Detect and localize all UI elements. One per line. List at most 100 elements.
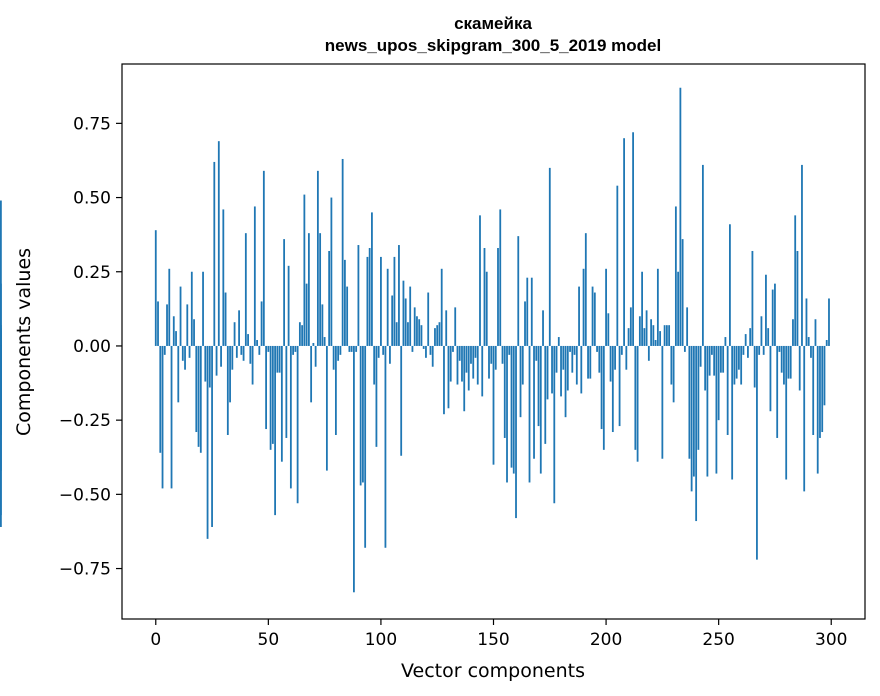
bar-undefined [0,200,2,346]
bar-180 [560,345,562,397]
bar-3 [161,345,164,489]
bar-130 [447,345,450,409]
bar-27 [215,345,218,376]
bar-61 [292,345,295,355]
bar-254 [726,345,729,435]
bar-16 [190,271,193,346]
bar-218 [645,310,648,346]
bar-258 [735,345,738,379]
bar-127 [440,268,443,346]
bar-189 [580,345,583,394]
bar-169 [535,345,538,361]
bar-158 [510,345,513,468]
bar-122 [429,345,432,355]
y-tick-label: −0.25 [59,411,111,431]
bar-222 [654,340,657,346]
bar-285 [796,250,799,346]
bar-181 [562,345,565,370]
bar-133 [454,307,457,346]
bar-225 [661,345,664,459]
y-axis: 0.75 0.50 0.25 0.00 −0.25 −0.50 −0.75 [59,114,122,580]
bar-71 [314,345,317,367]
bar-66 [303,194,306,346]
bar-53 [274,345,276,516]
bar-268 [758,345,761,355]
bar-20 [199,345,202,453]
bar-281 [787,345,790,379]
bar-164 [524,301,526,346]
bar-92 [362,345,364,483]
bar-269 [760,316,763,346]
bar-96 [371,212,373,346]
bar-221 [652,325,655,346]
bar-137 [463,345,466,412]
bar-91 [359,345,362,486]
bar-275 [774,283,776,346]
bar-246 [708,345,711,376]
bar-90 [357,245,360,346]
bar-120 [425,345,427,358]
bar-32 [226,345,229,435]
bar-279 [783,345,785,385]
bar-54 [276,345,279,373]
bar-25 [211,345,213,527]
bar-154 [501,345,504,364]
bar-216 [641,271,643,346]
bar-84 [344,259,346,346]
bar-273 [769,345,772,412]
bar-274 [771,289,774,346]
bar-142 [474,345,477,358]
bar-108 [398,245,400,346]
bar-67 [305,283,308,346]
bar-294 [816,345,819,474]
bar-205 [616,185,619,346]
bar-93 [364,345,367,548]
bar-118 [420,325,423,346]
bar-166 [528,345,531,483]
bar-182 [564,345,567,418]
bar-50 [267,345,270,352]
bar-37 [238,310,240,346]
bar-219 [647,345,650,361]
bar-101 [382,345,385,355]
bar-144 [479,215,481,346]
bar-87 [350,345,353,352]
bar-194 [591,286,594,346]
bar-197 [598,345,601,373]
bar-81 [337,345,340,361]
bar-82 [339,345,342,355]
bar-232 [677,271,680,346]
bar-49 [265,345,267,430]
bar-245 [706,345,709,477]
bar-100 [380,256,382,346]
bar-255 [729,224,731,346]
bar-206 [618,345,621,427]
bar-123 [431,345,434,367]
bar-186 [573,345,576,355]
y-tick-label: 0.00 [73,337,111,357]
bar-135 [458,345,461,361]
bar-179 [557,337,560,346]
bar-217 [643,328,646,346]
bar-114 [411,345,414,352]
bar-233 [679,87,682,346]
bar-24 [208,345,211,388]
bar-187 [575,345,578,385]
bar-86 [348,345,351,352]
bar-131 [449,345,452,382]
bar-193 [589,345,592,379]
bar-75 [323,337,326,346]
bar-89 [355,345,358,352]
bar-242 [699,345,702,367]
x-tick-label: 50 [258,630,280,650]
bar-204 [614,345,616,370]
bar-229 [670,345,673,385]
bar-52 [271,345,274,444]
bar-262 [744,334,747,346]
bar-260 [740,345,743,385]
bar-240 [695,345,698,522]
x-tick-label: 200 [590,630,622,650]
bar-21 [202,271,204,346]
bar-272 [767,328,770,346]
